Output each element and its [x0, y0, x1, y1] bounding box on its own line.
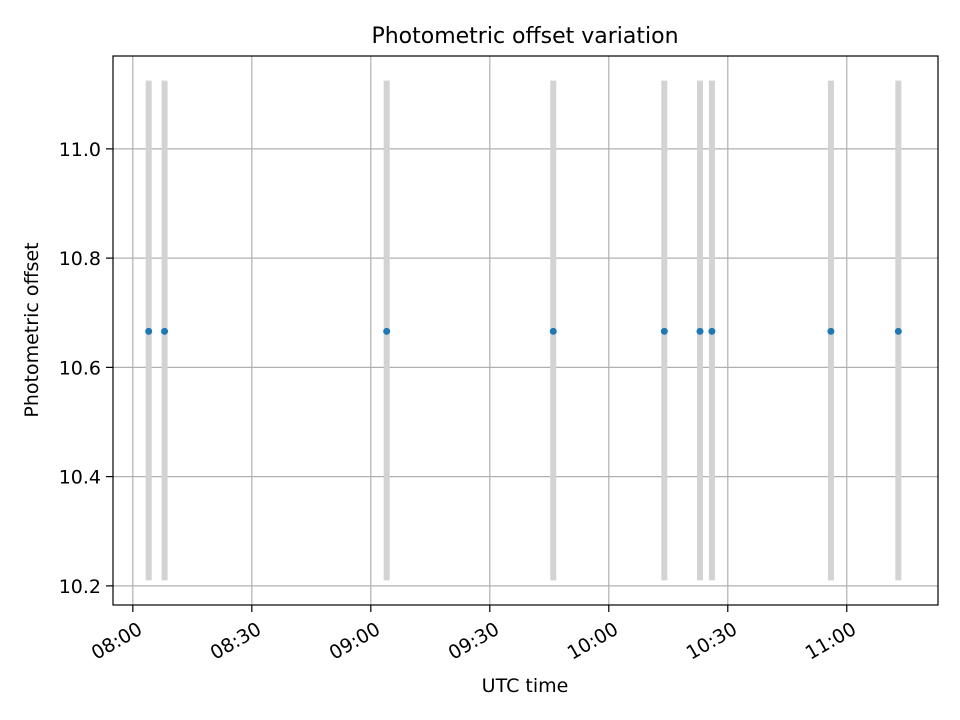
data-point [383, 327, 391, 335]
y-tick-label: 11.0 [59, 139, 101, 161]
plot-frame [112, 55, 939, 606]
chart-title: Photometric offset variation [371, 24, 678, 49]
grid [113, 56, 938, 605]
data-point [708, 327, 716, 335]
y-tick-label: 10.2 [59, 576, 101, 598]
data-point [161, 327, 169, 335]
data-point [549, 327, 557, 335]
data-point [660, 327, 668, 335]
y-axis: 10.2 10.4 10.6 10.8 11.0 [59, 139, 113, 598]
x-axis-label: UTC time [482, 675, 569, 697]
data-point [696, 327, 704, 335]
data-point [894, 327, 902, 335]
y-tick-label: 10.8 [59, 248, 101, 270]
data-point [827, 327, 835, 335]
y-axis-label: Photometric offset [21, 242, 43, 417]
data-point [145, 327, 153, 335]
data-points [145, 327, 902, 335]
y-tick-label: 10.4 [59, 467, 101, 489]
y-tick-label: 10.6 [59, 357, 101, 379]
